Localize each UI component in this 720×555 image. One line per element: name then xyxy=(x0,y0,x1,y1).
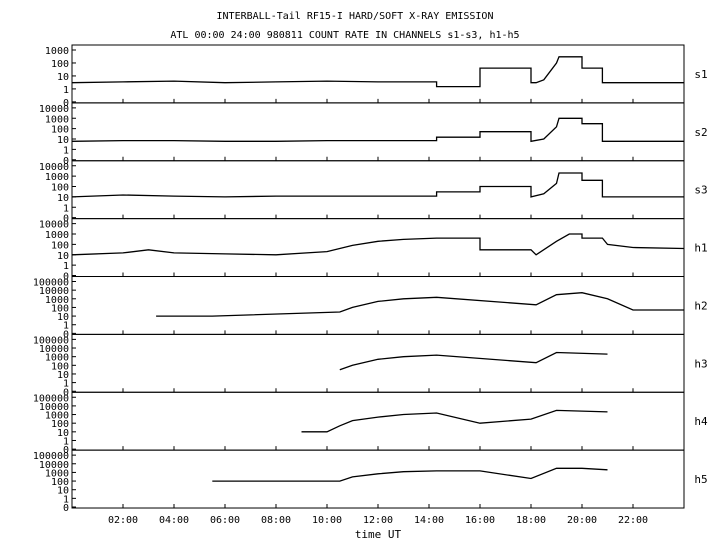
y-tick-label-h3: 0 xyxy=(63,387,69,398)
x-tick-label: 02:00 xyxy=(108,515,138,526)
y-tick-label-h4: 100 xyxy=(51,419,69,430)
panel-label-s3: s3 xyxy=(694,184,707,197)
y-tick-label-s1: 0 xyxy=(63,98,69,109)
y-tick-label-h3: 100000 xyxy=(33,335,69,346)
y-tick-label-s3: 100 xyxy=(51,183,69,194)
y-tick-label-h2: 100 xyxy=(51,303,69,314)
y-tick-label-h1: 1 xyxy=(63,261,69,272)
y-tick-label-s2: 0 xyxy=(63,156,69,167)
series-line-h4 xyxy=(301,409,608,433)
x-tick-label: 18:00 xyxy=(516,515,546,526)
x-tick-label: 22:00 xyxy=(618,515,648,526)
y-tick-label-s1: 1000 xyxy=(45,46,69,57)
y-tick-label-s3: 0 xyxy=(63,214,69,225)
y-tick-label-h3: 1000 xyxy=(45,353,69,364)
x-tick-label: 08:00 xyxy=(261,515,291,526)
x-tick-label: 06:00 xyxy=(210,515,240,526)
y-tick-label-s3: 10000 xyxy=(39,162,69,173)
y-tick-label-s2: 1000 xyxy=(45,114,69,125)
y-tick-label-h1: 10000 xyxy=(39,220,69,231)
y-tick-label-h5: 10 xyxy=(57,486,69,497)
panel-frame-h2 xyxy=(71,276,685,335)
panels-group: 01101001000s10110100100010000s2011010010… xyxy=(33,44,708,526)
panel-frame-s3 xyxy=(71,160,685,220)
panel-frame-h1 xyxy=(71,218,685,278)
series-line-h5 xyxy=(212,467,608,482)
y-tick-label-h4: 10 xyxy=(57,428,69,439)
y-tick-label-h2: 10 xyxy=(57,312,69,323)
y-tick-label-h2: 1 xyxy=(63,321,69,332)
x-tick-label: 04:00 xyxy=(159,515,189,526)
chart-subtitle: ATL 00:00 24:00 980811 COUNT RATE IN CHA… xyxy=(170,30,519,41)
panel-label-h3: h3 xyxy=(694,357,707,370)
panel-label-h5: h5 xyxy=(694,473,707,486)
y-tick-label-h1: 10 xyxy=(57,251,69,262)
y-tick-label-h1: 0 xyxy=(63,272,69,283)
panel-label-s1: s1 xyxy=(694,68,707,81)
y-tick-label-s2: 1 xyxy=(63,145,69,156)
series-line-h3 xyxy=(339,351,608,371)
y-tick-label-s1: 1 xyxy=(63,85,69,96)
y-tick-label-h5: 1 xyxy=(63,494,69,505)
y-tick-label-s3: 10 xyxy=(57,193,69,204)
y-tick-label-h5: 100000 xyxy=(33,451,69,462)
y-tick-label-h4: 100000 xyxy=(33,393,69,404)
y-tick-label-h3: 100 xyxy=(51,361,69,372)
y-tick-label-h4: 1 xyxy=(63,436,69,447)
panel-label-h2: h2 xyxy=(694,299,707,312)
x-tick-label: 16:00 xyxy=(465,515,495,526)
series-line-s3 xyxy=(71,172,684,198)
y-tick-label-s2: 100 xyxy=(51,125,69,136)
panel-frame-s2 xyxy=(71,102,685,162)
y-tick-label-h5: 100 xyxy=(51,477,69,488)
y-tick-label-h3: 1 xyxy=(63,379,69,390)
panel-label-s2: s2 xyxy=(694,126,707,139)
y-tick-label-h1: 1000 xyxy=(45,230,69,241)
y-tick-label-h1: 100 xyxy=(51,240,69,251)
panel-frame-h5 xyxy=(71,449,685,509)
x-tick-label: 20:00 xyxy=(567,515,597,526)
y-tick-label-s3: 1 xyxy=(63,203,69,214)
panel-label-h1: h1 xyxy=(694,242,707,255)
y-tick-label-s3: 1000 xyxy=(45,172,69,183)
x-axis-label: time UT xyxy=(355,528,402,541)
y-tick-label-s1: 10 xyxy=(57,72,69,83)
chart-title: INTERBALL-Tail RF15-I HARD/SOFT X-RAY EM… xyxy=(217,11,494,22)
panel-frame-h3 xyxy=(71,333,685,393)
series-line-h2 xyxy=(156,292,684,317)
y-tick-label-s2: 10000 xyxy=(39,104,69,115)
x-tick-label: 12:00 xyxy=(363,515,393,526)
y-tick-label-h4: 10000 xyxy=(39,402,69,413)
x-tick-label: 10:00 xyxy=(312,515,342,526)
y-tick-label-h5: 1000 xyxy=(45,468,69,479)
y-tick-label-h2: 1000 xyxy=(45,295,69,306)
y-tick-label-h5: 10000 xyxy=(39,460,69,471)
series-line-s2 xyxy=(71,117,684,143)
y-tick-label-h3: 10 xyxy=(57,370,69,381)
series-line-h1 xyxy=(71,233,685,256)
series-line-s1 xyxy=(71,56,684,88)
y-tick-label-s2: 10 xyxy=(57,135,69,146)
y-tick-label-h3: 10000 xyxy=(39,344,69,355)
y-tick-label-h5: 0 xyxy=(63,503,69,514)
x-tick-label: 14:00 xyxy=(414,515,444,526)
panel-label-h4: h4 xyxy=(694,415,708,428)
panel-frame-s1 xyxy=(71,44,685,104)
y-tick-label-h4: 0 xyxy=(63,445,69,456)
y-tick-label-h4: 1000 xyxy=(45,411,69,422)
y-tick-label-s1: 100 xyxy=(51,59,69,70)
y-tick-label-h2: 0 xyxy=(63,329,69,340)
y-tick-label-h2: 100000 xyxy=(33,278,69,289)
y-tick-label-h2: 10000 xyxy=(39,286,69,297)
panel-frame-h4 xyxy=(71,391,685,451)
